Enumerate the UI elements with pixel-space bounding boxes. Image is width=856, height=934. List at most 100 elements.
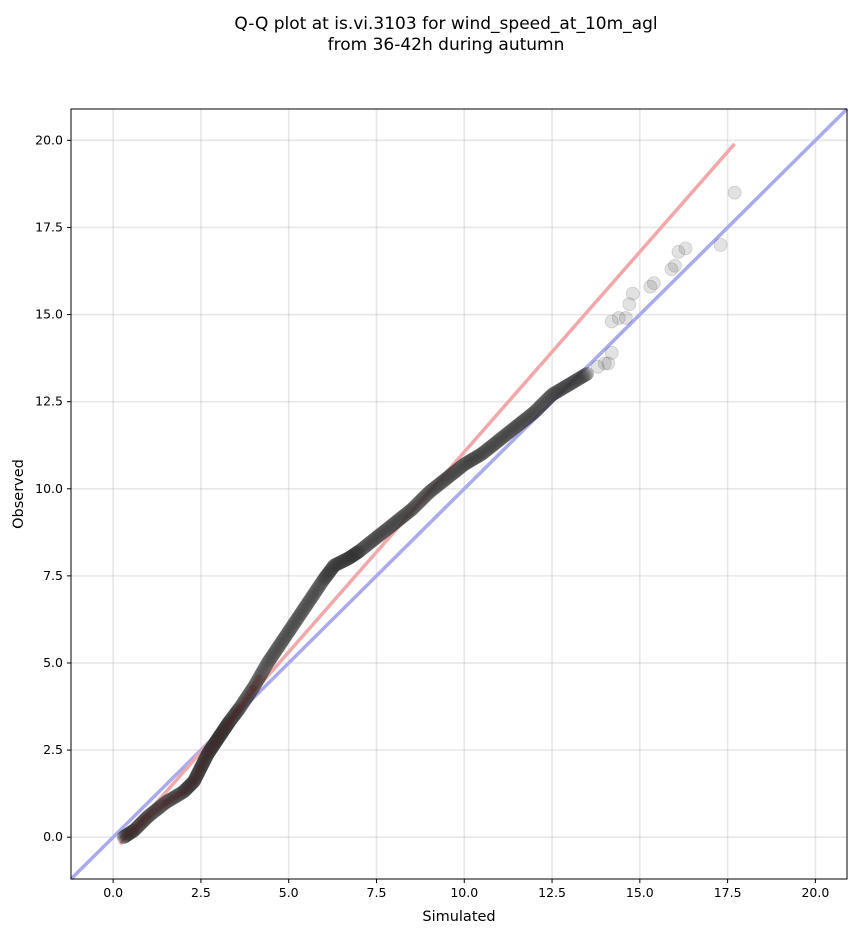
quantile-point bbox=[569, 373, 584, 388]
quantile-point bbox=[214, 726, 229, 741]
quantile-point bbox=[118, 828, 133, 843]
quantile-point bbox=[137, 812, 152, 827]
quantile-point bbox=[117, 829, 132, 844]
quantile-point bbox=[306, 588, 321, 602]
quantile-point bbox=[156, 797, 171, 811]
quantile-point bbox=[545, 387, 559, 402]
quantile-point bbox=[216, 723, 231, 738]
quantile-point bbox=[294, 605, 309, 619]
quantile-point bbox=[437, 473, 452, 487]
quantile-point bbox=[197, 752, 212, 767]
y-tick-label: 7.5 bbox=[43, 568, 63, 583]
quantile-point-inner bbox=[185, 782, 193, 790]
quantile-point bbox=[531, 400, 546, 415]
quantile-point bbox=[300, 597, 315, 612]
quantile-point bbox=[476, 446, 490, 460]
quantile-point bbox=[337, 553, 352, 568]
quantile-point bbox=[139, 811, 154, 825]
quantile-point-inner bbox=[165, 796, 173, 804]
quantile-point bbox=[216, 723, 231, 737]
quantile-point bbox=[175, 785, 190, 800]
quantile-point bbox=[279, 628, 293, 643]
quantile-point bbox=[372, 528, 387, 542]
quantile-point bbox=[394, 510, 409, 525]
quantile-point bbox=[144, 806, 159, 821]
quantile-point bbox=[116, 830, 131, 845]
tail-quantile-point bbox=[664, 262, 679, 277]
quantile-point bbox=[206, 738, 221, 753]
quantile-point bbox=[499, 427, 513, 442]
quantile-point bbox=[241, 688, 256, 703]
quantile-point bbox=[199, 749, 214, 764]
quantile-point bbox=[398, 508, 412, 522]
quantile-point-inner bbox=[183, 784, 191, 792]
quantile-point bbox=[249, 675, 264, 690]
quantile-point-inner bbox=[205, 748, 213, 756]
quantile-point bbox=[553, 382, 568, 397]
quantile-point bbox=[366, 533, 381, 548]
y-tick-label: 15.0 bbox=[35, 307, 63, 322]
quantile-point bbox=[299, 598, 314, 613]
quantile-point bbox=[269, 643, 284, 657]
quantile-point bbox=[547, 386, 562, 401]
quantile-point bbox=[386, 517, 400, 532]
quantile-point bbox=[503, 424, 518, 439]
quantile-point bbox=[184, 777, 199, 791]
quantile-point-inner bbox=[207, 746, 215, 754]
quantile-point bbox=[417, 489, 432, 504]
quantile-point bbox=[570, 372, 585, 387]
quantile-point bbox=[331, 556, 346, 571]
chart-title-line-2: from 36-42h during autumn bbox=[328, 35, 565, 55]
quantile-point bbox=[455, 459, 469, 474]
quantile-point bbox=[559, 379, 574, 394]
quantile-point bbox=[470, 449, 485, 464]
quantile-point bbox=[186, 775, 201, 789]
quantile-point bbox=[463, 453, 478, 468]
quantile-point bbox=[133, 817, 148, 832]
quantile-point bbox=[381, 521, 396, 535]
quantile-point-inner bbox=[211, 739, 219, 747]
quantile-point bbox=[445, 467, 460, 481]
quantile-point bbox=[256, 663, 271, 678]
quantile-point bbox=[125, 824, 140, 839]
quantile-point-inner bbox=[162, 798, 170, 806]
quantile-point bbox=[410, 497, 424, 512]
quantile-point bbox=[255, 665, 270, 680]
quantile-point bbox=[219, 719, 234, 734]
quantile-point bbox=[194, 759, 209, 774]
tail-quantile-point bbox=[678, 241, 693, 256]
quantile-point bbox=[443, 468, 457, 483]
quantile-point bbox=[213, 728, 228, 743]
quantile-point bbox=[557, 380, 572, 395]
quantile-point bbox=[290, 611, 305, 626]
quantile-point bbox=[415, 491, 430, 506]
quantile-point bbox=[309, 584, 323, 599]
quantile-point bbox=[219, 719, 233, 734]
quantile-point bbox=[180, 781, 195, 795]
quantile-point bbox=[131, 818, 146, 833]
quantile-point bbox=[189, 769, 204, 784]
quantile-point-inner bbox=[197, 764, 205, 772]
quantile-point bbox=[219, 718, 234, 733]
quantile-point bbox=[305, 589, 320, 604]
quantile-point bbox=[348, 547, 362, 562]
quantile-point bbox=[227, 708, 242, 723]
quantile-point bbox=[318, 570, 333, 585]
quantile-point bbox=[354, 542, 369, 557]
quantile-point bbox=[206, 738, 221, 752]
quantile-point bbox=[316, 572, 331, 587]
quantile-point bbox=[211, 730, 226, 745]
quantile-point bbox=[395, 509, 410, 524]
quantile-point bbox=[400, 506, 415, 521]
quantile-point bbox=[223, 713, 238, 728]
quantile-point bbox=[277, 631, 292, 646]
quantile-point-inner bbox=[255, 674, 263, 682]
quantile-point bbox=[424, 483, 439, 498]
quantile-point bbox=[477, 445, 491, 460]
quantile-point bbox=[134, 816, 149, 831]
quantile-point bbox=[145, 805, 160, 820]
quantile-point bbox=[548, 385, 563, 400]
quantile-point bbox=[308, 585, 322, 600]
quantile-point bbox=[224, 712, 238, 727]
quantile-point bbox=[318, 569, 333, 584]
